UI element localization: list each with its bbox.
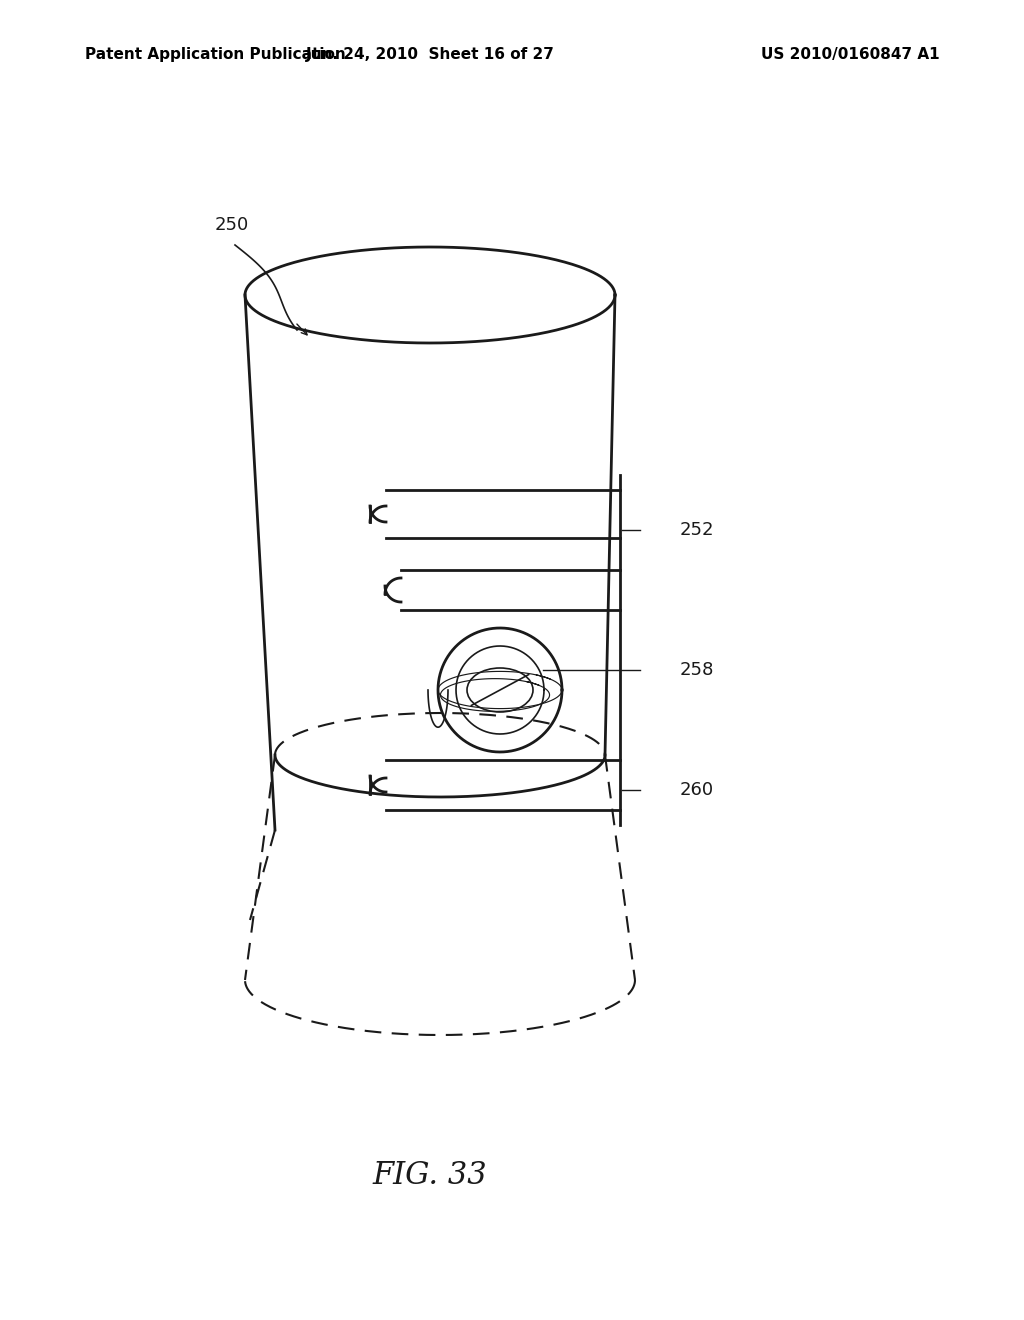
Text: FIG. 33: FIG. 33 [373,1159,487,1191]
Text: 250: 250 [215,216,249,234]
Text: Jun. 24, 2010  Sheet 16 of 27: Jun. 24, 2010 Sheet 16 of 27 [305,48,554,62]
Text: US 2010/0160847 A1: US 2010/0160847 A1 [761,48,939,62]
Text: Patent Application Publication: Patent Application Publication [85,48,346,62]
Text: 252: 252 [680,521,715,539]
Text: 260: 260 [680,781,714,799]
Text: 258: 258 [680,661,715,678]
